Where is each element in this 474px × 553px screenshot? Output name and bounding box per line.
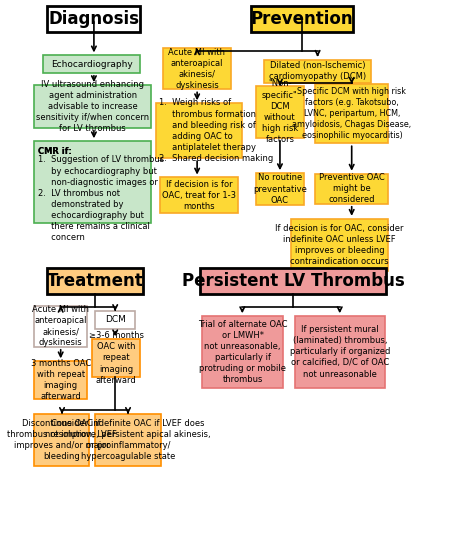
FancyBboxPatch shape [201,316,283,388]
FancyBboxPatch shape [95,311,135,329]
FancyBboxPatch shape [315,84,389,143]
Text: Treatment: Treatment [46,272,144,290]
FancyBboxPatch shape [34,141,152,222]
FancyBboxPatch shape [200,268,386,294]
Text: IV ultrasound enhancing
agent administration
advisable to increase
sensitivity i: IV ultrasound enhancing agent administra… [36,80,149,133]
FancyBboxPatch shape [34,85,152,128]
FancyBboxPatch shape [34,414,90,466]
FancyBboxPatch shape [251,6,353,32]
Text: If decision is for
OAC, treat for 1-3
months: If decision is for OAC, treat for 1-3 mo… [162,180,236,211]
Text: Acute MI with
anteroapical
akinesis/
dyskinesis: Acute MI with anteroapical akinesis/ dys… [32,305,89,347]
Text: Specific DCM with high risk
factors (e.g. Takotsubo,
LVNC, peripartum, HCM,
amyl: Specific DCM with high risk factors (e.g… [292,87,411,140]
FancyBboxPatch shape [264,60,371,83]
Text: Consider indefinite OAC if LVEF does
not improve, persistent apical akinesis,
or: Consider indefinite OAC if LVEF does not… [45,419,211,461]
FancyBboxPatch shape [47,268,143,294]
FancyBboxPatch shape [34,306,87,347]
Text: Discontinue OAC if
thrombus resolution, LVEF
improves and/or major
bleeding: Discontinue OAC if thrombus resolution, … [7,419,117,461]
Text: Echocardiography: Echocardiography [51,60,133,69]
Text: "Non-
specific"
DCM
without
high risk
factors: "Non- specific" DCM without high risk fa… [262,80,298,144]
Text: No routine
preventative
OAC: No routine preventative OAC [253,174,307,205]
FancyBboxPatch shape [294,316,385,388]
FancyBboxPatch shape [34,361,87,399]
Text: If persistent mural
(laminated) thrombus,
particularly if organized
or calcified: If persistent mural (laminated) thrombus… [290,325,390,379]
FancyBboxPatch shape [163,48,231,90]
Text: Dilated (non-Ischemic)
cardiomyopathy (DCM): Dilated (non-Ischemic) cardiomyopathy (D… [269,61,366,81]
Text: DCM: DCM [105,315,126,325]
Text: Preventive OAC
might be
considered: Preventive OAC might be considered [319,173,385,205]
FancyBboxPatch shape [43,55,140,73]
FancyBboxPatch shape [291,219,389,271]
Text: Acute MI with
anteroapical
akinesis/
dyskinesis: Acute MI with anteroapical akinesis/ dys… [168,48,226,90]
Text: Persistent LV Thrombus: Persistent LV Thrombus [182,272,405,290]
Text: Diagnosis: Diagnosis [48,10,139,28]
Text: ≥3-6 months
OAC with
repeat
imaging
afterward: ≥3-6 months OAC with repeat imaging afte… [89,331,144,385]
Text: If decision is for OAC, consider
indefinite OAC unless LVEF
improves or bleeding: If decision is for OAC, consider indefin… [275,224,404,266]
Text: CMR if:: CMR if: [37,147,72,155]
FancyBboxPatch shape [160,178,238,213]
FancyBboxPatch shape [255,173,304,205]
FancyBboxPatch shape [255,86,304,138]
FancyBboxPatch shape [156,103,242,158]
Text: 3 months OAC
with repeat
imaging
afterward: 3 months OAC with repeat imaging afterwa… [30,359,91,401]
FancyBboxPatch shape [47,6,140,32]
Text: CMR if:: CMR if: [37,147,72,155]
Text: Trial of alternate OAC
or LMWH*
not unreasonable,
particularly if
protruding or : Trial of alternate OAC or LMWH* not unre… [198,320,287,384]
Text: Prevention: Prevention [251,10,354,28]
Text: 1.  Suggestion of LV thrombus
     by echocardiography but
     non-diagnostic i: 1. Suggestion of LV thrombus by echocard… [37,155,164,242]
FancyBboxPatch shape [315,174,389,204]
Text: 1.  Weigh risks of
     thrombus formation
     and bleeding risk of
     adding: 1. Weigh risks of thrombus formation and… [159,98,273,163]
FancyBboxPatch shape [95,414,161,466]
FancyBboxPatch shape [91,339,140,377]
